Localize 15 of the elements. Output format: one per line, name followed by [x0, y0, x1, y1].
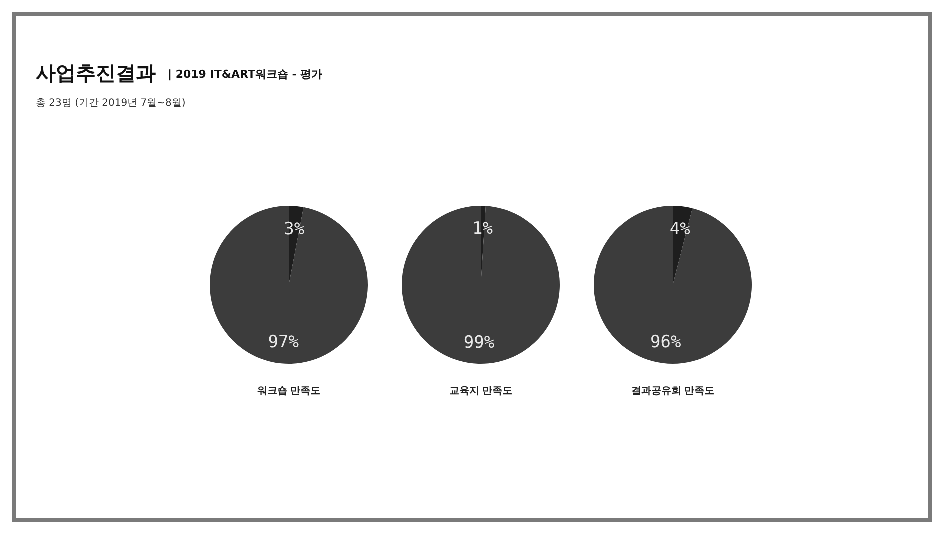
data-label: 96%	[650, 332, 682, 352]
pie-slice	[594, 206, 752, 364]
text: 총 23명 (기간 2019년 7월~8월)	[36, 98, 186, 109]
text: 워크숍 만족도	[257, 386, 321, 397]
pie-slice	[402, 206, 560, 364]
data-label: 3%	[284, 219, 305, 240]
chart-subtitle: | 2019 IT&ART워크숍 - 평가	[168, 68, 323, 81]
data-label: 99%	[464, 332, 495, 353]
chart-title: 사업추진결과	[36, 61, 156, 85]
data-label: 1%	[472, 219, 494, 240]
data-label: 97%	[268, 332, 300, 353]
text: 결과공유회 만족도	[631, 386, 715, 397]
data-label: 4%	[670, 220, 690, 240]
text: 교육지 만족도	[449, 386, 513, 397]
pie-slice	[210, 206, 368, 364]
